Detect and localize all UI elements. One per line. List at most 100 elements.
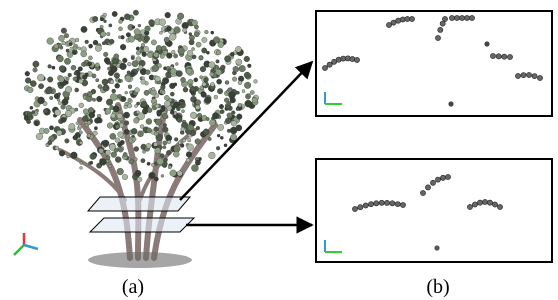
- leaf-point: [244, 56, 250, 62]
- leaf-point: [187, 50, 193, 56]
- leaf-point: [244, 72, 250, 78]
- slice-point: [454, 15, 459, 20]
- leaf-point: [105, 60, 110, 65]
- leaf-point: [196, 126, 200, 130]
- leaf-point: [219, 104, 224, 109]
- leaf-point: [48, 65, 52, 69]
- leaf-point: [170, 110, 174, 114]
- slice-point: [490, 53, 495, 58]
- leaf-point: [152, 87, 156, 91]
- leaf-point: [157, 158, 164, 165]
- leaf-point: [192, 47, 195, 50]
- leaf-point: [137, 177, 142, 182]
- leaf-point: [103, 52, 108, 57]
- leaf-point: [195, 100, 200, 105]
- slice-point: [467, 204, 472, 209]
- leaf-point: [236, 91, 239, 94]
- slice-point: [487, 200, 492, 205]
- leaf-point: [111, 152, 117, 158]
- leaf-point: [115, 138, 120, 143]
- leaf-point: [196, 42, 201, 47]
- leaf-point: [166, 53, 172, 59]
- leaf-point: [189, 33, 192, 36]
- leaf-point: [161, 90, 165, 94]
- leaf-point: [210, 72, 214, 76]
- slice-point: [395, 202, 400, 207]
- leaf-point: [105, 150, 110, 155]
- leaf-point: [238, 81, 242, 85]
- leaf-point: [194, 78, 198, 82]
- leaf-point: [209, 62, 215, 68]
- leaf-point: [142, 77, 145, 80]
- leaf-point: [118, 147, 123, 152]
- leaf-point: [87, 62, 91, 66]
- leaf-point: [106, 155, 110, 159]
- leaf-point: [183, 139, 186, 142]
- leaf-point: [69, 43, 72, 46]
- leaf-point: [238, 103, 242, 107]
- leaf-point: [101, 31, 106, 36]
- slice-point: [358, 205, 363, 210]
- leaf-point: [204, 97, 211, 104]
- leaf-point: [178, 141, 182, 145]
- leaf-point: [110, 94, 117, 101]
- leaf-point: [247, 94, 251, 98]
- leaf-point: [87, 121, 91, 125]
- leaf-point: [61, 28, 67, 34]
- slice-point: [435, 35, 440, 40]
- leaf-point: [202, 82, 206, 86]
- leaf-point: [151, 173, 155, 177]
- leaf-point: [187, 138, 191, 142]
- leaf-point: [227, 113, 232, 118]
- leaf-point: [118, 79, 121, 82]
- leaf-point: [250, 90, 254, 94]
- leaf-point: [80, 162, 83, 165]
- leaf-point: [154, 177, 158, 181]
- leaf-point: [49, 126, 53, 130]
- leaf-point: [80, 166, 83, 169]
- leaf-point: [176, 107, 180, 111]
- leaf-point: [176, 71, 182, 77]
- leaf-point: [247, 64, 251, 68]
- leaf-point: [78, 124, 82, 128]
- leaf-point: [78, 47, 81, 50]
- leaf-point: [187, 124, 194, 131]
- leaf-point: [125, 75, 131, 81]
- slice-point: [521, 73, 526, 78]
- leaf-point: [214, 95, 218, 99]
- leaf-point: [55, 109, 61, 115]
- slice-point: [496, 54, 501, 59]
- leaf-point: [62, 99, 68, 105]
- leaf-point: [117, 113, 123, 119]
- slice-point: [352, 206, 357, 211]
- leaf-point: [79, 141, 82, 144]
- leaf-point: [162, 113, 167, 118]
- leaf-point: [186, 158, 190, 162]
- slice-point: [390, 201, 395, 206]
- slice-point: [374, 201, 379, 206]
- leaf-point: [164, 95, 169, 100]
- leaf-point: [129, 91, 132, 94]
- leaf-point: [181, 110, 184, 113]
- slice-point: [409, 16, 414, 21]
- leaf-point: [125, 91, 128, 94]
- leaf-point: [237, 114, 243, 120]
- leaf-point: [94, 118, 100, 124]
- leaf-point: [145, 26, 151, 32]
- leaf-point: [173, 54, 177, 58]
- leaf-point: [117, 168, 124, 175]
- leaf-point: [181, 127, 185, 131]
- slice-point: [354, 57, 359, 62]
- leaf-point: [68, 73, 72, 77]
- leaf-point: [146, 70, 151, 75]
- leaf-point: [131, 56, 135, 60]
- leaf-point: [37, 74, 44, 81]
- leaf-point: [171, 50, 175, 54]
- leaf-point: [30, 106, 33, 109]
- slice-point: [420, 190, 425, 195]
- leaf-point: [119, 20, 123, 24]
- leaf-point: [200, 66, 206, 72]
- leaf-point: [128, 98, 131, 101]
- slice-point: [379, 200, 384, 205]
- leaf-point: [217, 79, 222, 84]
